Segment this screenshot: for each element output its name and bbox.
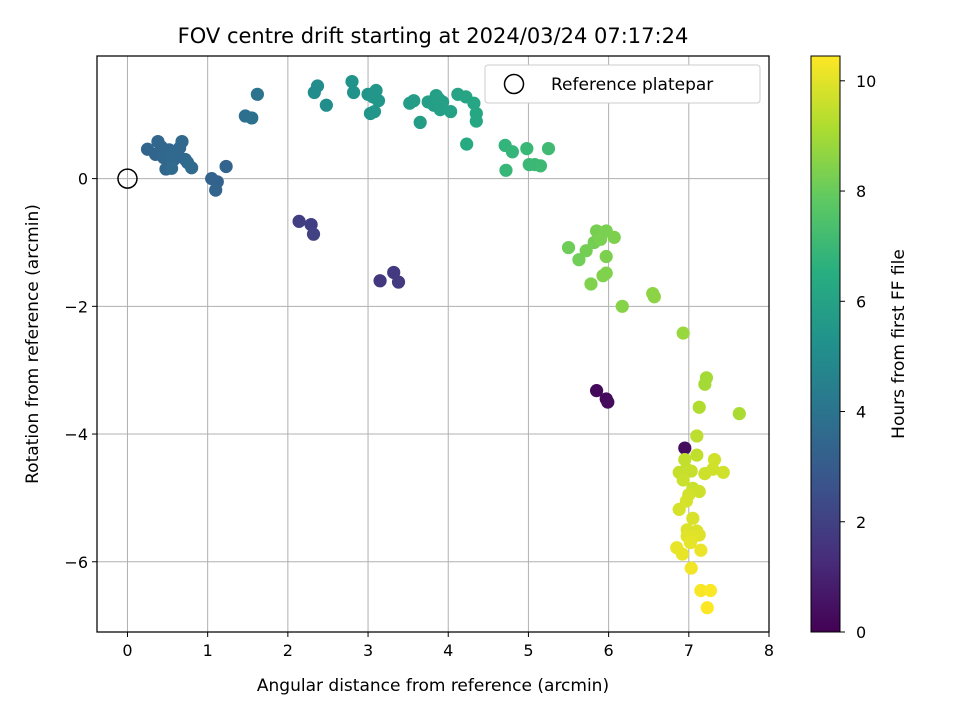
- y-axis-ticks: 0 −2 −4 −6: [64, 170, 97, 572]
- data-point: [716, 465, 730, 479]
- colorbar-tick-label: 2: [856, 513, 866, 532]
- colorbar-label: Hours from first FF file: [889, 249, 909, 439]
- data-point: [345, 74, 359, 89]
- y-tick-label: 0: [78, 170, 88, 189]
- data-point: [676, 473, 690, 487]
- data-point: [319, 98, 333, 112]
- data-point: [467, 96, 481, 110]
- data-point: [647, 290, 661, 304]
- x-tick-label: 7: [684, 641, 694, 660]
- data-point: [209, 183, 223, 197]
- y-tick-label: −2: [64, 297, 88, 316]
- data-point: [589, 384, 604, 398]
- data-point: [347, 85, 361, 99]
- data-point: [460, 137, 474, 151]
- data-point: [678, 441, 692, 455]
- data-point: [371, 94, 386, 108]
- data-point: [684, 561, 698, 575]
- data-point: [601, 395, 615, 409]
- data-point: [292, 214, 306, 228]
- x-tick-label: 4: [443, 641, 453, 660]
- x-tick-label: 8: [764, 641, 774, 660]
- legend-box: [484, 64, 761, 104]
- reference-platepar-marker: [117, 168, 138, 189]
- data-point: [698, 377, 712, 391]
- x-tick-label: 2: [283, 641, 293, 660]
- colorbar-tick-label: 0: [856, 623, 866, 642]
- data-point: [306, 227, 321, 241]
- x-tick-label: 6: [604, 641, 614, 660]
- data-point: [675, 547, 689, 561]
- x-tick-label: 0: [122, 641, 132, 660]
- colorbar-frame: [810, 55, 841, 633]
- plot-points: [140, 74, 746, 615]
- data-point: [599, 266, 613, 280]
- data-point: [707, 452, 722, 467]
- data-point: [185, 161, 199, 175]
- data-point: [690, 448, 704, 462]
- colorbar-tick-label: 10: [856, 72, 876, 91]
- data-point: [369, 83, 383, 98]
- data-point: [367, 104, 382, 119]
- y-tick-label: −4: [64, 425, 88, 444]
- legend-reference-marker: [503, 73, 525, 95]
- data-point: [732, 407, 746, 421]
- data-point: [615, 299, 629, 313]
- data-point: [703, 583, 718, 598]
- data-point: [690, 429, 704, 443]
- data-point: [245, 111, 259, 125]
- chart-title: FOV centre drift starting at 2024/03/24 …: [178, 24, 689, 48]
- legend-label: Reference platepar: [551, 75, 713, 95]
- plot-frame: [96, 55, 770, 633]
- data-point: [692, 400, 706, 414]
- colorbar-ticks: 0 2 4 6 8 10: [810, 55, 876, 642]
- x-tick-label: 5: [523, 641, 533, 660]
- data-point: [672, 502, 686, 516]
- data-point: [700, 601, 714, 615]
- data-point: [310, 79, 325, 93]
- x-axis-label: Angular distance from reference (arcmin): [257, 676, 609, 696]
- data-point: [572, 253, 586, 267]
- data-point: [175, 134, 189, 149]
- data-point: [584, 277, 598, 291]
- y-axis-label: Rotation from reference (arcmin): [23, 204, 43, 484]
- data-point: [250, 87, 264, 101]
- data-point: [520, 141, 534, 156]
- colorbar: [811, 56, 840, 632]
- x-axis-ticks: 0 1 2 3 4 5 6 7 8: [122, 632, 774, 660]
- data-point: [533, 159, 548, 173]
- data-point: [694, 583, 708, 598]
- data-point: [164, 161, 179, 175]
- data-point: [683, 535, 698, 550]
- colorbar-tick-label: 8: [856, 182, 866, 201]
- data-point: [499, 163, 513, 177]
- data-point: [676, 326, 690, 340]
- data-point: [413, 115, 427, 130]
- data-point: [561, 240, 576, 255]
- colorbar-tick-label: 4: [856, 403, 866, 422]
- plot-gridlines: [97, 56, 770, 632]
- data-point: [469, 114, 483, 128]
- data-point: [692, 484, 706, 499]
- data-point: [219, 159, 233, 174]
- data-point: [694, 543, 708, 557]
- data-point: [686, 511, 700, 525]
- data-point: [607, 230, 621, 244]
- y-tick-label: −6: [64, 553, 88, 572]
- data-point: [505, 145, 519, 159]
- data-point: [436, 95, 450, 109]
- data-point: [579, 244, 593, 258]
- x-tick-label: 1: [203, 641, 213, 660]
- data-point: [391, 275, 406, 289]
- colorbar-tick-label: 6: [856, 292, 866, 311]
- x-tick-label: 3: [363, 641, 373, 660]
- data-point: [444, 104, 458, 119]
- legend: Reference platepar: [484, 64, 761, 104]
- data-point: [599, 249, 613, 264]
- data-point: [684, 464, 698, 478]
- data-point: [373, 274, 387, 288]
- data-point: [541, 141, 556, 156]
- data-point: [407, 94, 421, 108]
